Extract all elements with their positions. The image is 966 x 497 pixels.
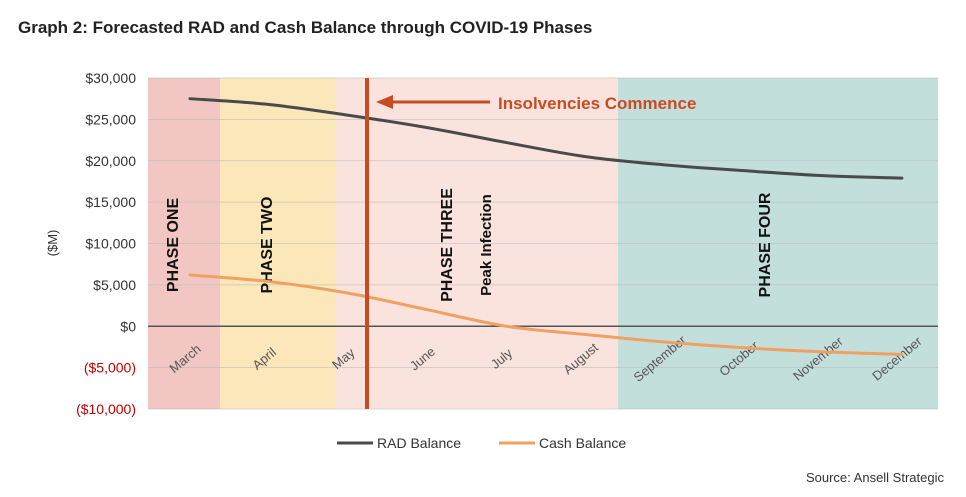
phase-label: PHASE ONE — [165, 198, 182, 293]
y-tick-label: ($10,000) — [76, 401, 136, 417]
insolvency-annotation: Insolvencies Commence — [498, 94, 696, 113]
y-tick-label: ($5,000) — [84, 360, 136, 376]
peak-infection-label: Peak Infection — [478, 194, 495, 296]
rad-balance-line — [188, 97, 904, 180]
y-tick-label: $20,000 — [85, 153, 136, 169]
chart-title: Graph 2: Forecasted RAD and Cash Balance… — [18, 18, 593, 37]
y-tick-label: $10,000 — [85, 236, 136, 252]
legend-label: Cash Balance — [539, 435, 626, 451]
legend-label: RAD Balance — [377, 435, 461, 451]
y-tick-label: $25,000 — [85, 111, 136, 127]
y-tick-label: $15,000 — [85, 194, 136, 210]
y-axis-label: ($M) — [45, 230, 60, 257]
phase-label: PHASE FOUR — [757, 192, 774, 297]
y-tick-label: $5,000 — [93, 277, 136, 293]
phase-label: PHASE THREE — [439, 188, 456, 302]
phase-label: PHASE TWO — [259, 197, 276, 294]
y-tick-label: $0 — [120, 318, 136, 334]
insolvency-arrow-head — [376, 95, 393, 109]
y-tick-label: $30,000 — [85, 70, 136, 86]
cash-balance-line — [188, 273, 904, 356]
source-note: Source: Ansell Strategic — [805, 470, 944, 485]
